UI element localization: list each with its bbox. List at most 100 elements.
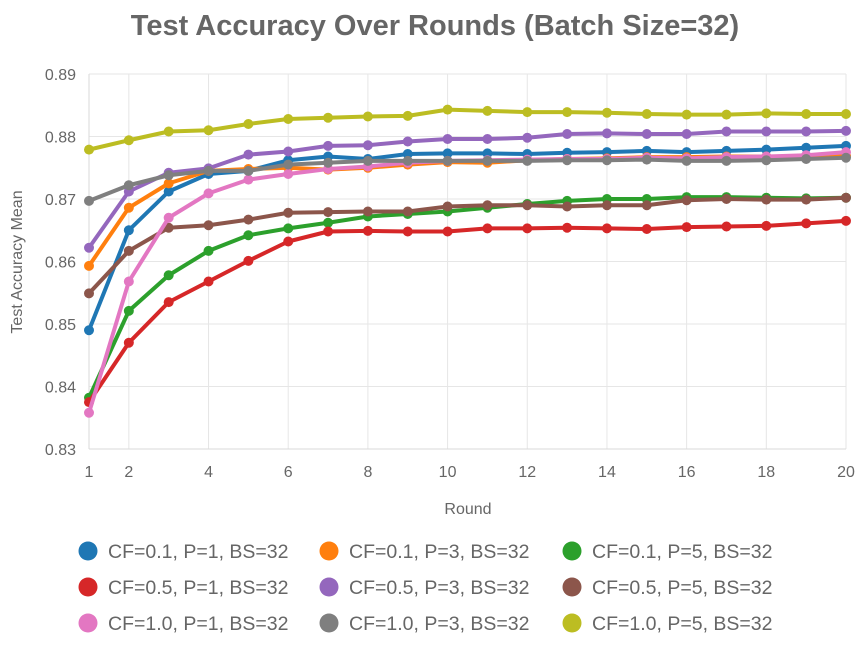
data-point [801, 142, 812, 153]
data-point [283, 236, 294, 247]
data-point [323, 226, 334, 237]
series-line [87, 218, 848, 405]
legend-item: CF=0.5, P=5, BS=32 [562, 577, 773, 599]
chart-title: Test Accuracy Over Rounds (Batch Size=32… [131, 10, 739, 42]
data-point [243, 119, 254, 129]
data-point [84, 144, 94, 155]
data-point [721, 221, 732, 232]
legend-marker [319, 613, 339, 633]
legend-label: CF=0.5, P=5, BS=32 [592, 577, 773, 599]
x-tick-label: 18 [757, 464, 775, 481]
data-point [123, 202, 134, 213]
data-point [761, 144, 772, 155]
data-point [362, 155, 373, 166]
data-point [721, 194, 732, 204]
data-point [442, 104, 453, 115]
legend-marker [319, 541, 339, 561]
data-point [402, 136, 413, 147]
data-point [562, 129, 573, 139]
data-point [801, 218, 812, 229]
data-point [721, 109, 732, 120]
series-3 [84, 192, 851, 403]
data-point [601, 128, 612, 139]
y-tick-label: 0.88 [45, 130, 76, 147]
series-line [87, 195, 848, 296]
data-point [203, 165, 214, 176]
data-point [283, 146, 294, 157]
data-point [84, 288, 94, 299]
data-point [482, 148, 493, 159]
series-6 [84, 192, 851, 299]
data-point [243, 214, 254, 225]
data-point [243, 165, 254, 176]
legend-label: CF=0.1, P=5, BS=32 [592, 541, 773, 563]
series-4 [84, 215, 851, 408]
data-point [841, 192, 851, 203]
data-point [841, 125, 851, 136]
data-point [442, 134, 453, 144]
data-point [163, 270, 174, 281]
data-point [163, 186, 174, 197]
data-point [283, 207, 294, 218]
x-tick-label: 14 [598, 464, 616, 481]
data-point [841, 215, 851, 226]
data-point [323, 140, 334, 151]
series-1 [84, 140, 851, 336]
data-point [203, 125, 214, 136]
legend-item: CF=0.1, P=1, BS=32 [78, 541, 289, 563]
data-point [641, 200, 652, 211]
data-point [243, 174, 254, 185]
data-point [681, 222, 692, 233]
data-point [163, 178, 174, 189]
data-point [123, 245, 134, 256]
data-point [482, 155, 493, 166]
axis-ticks: 0.830.840.850.860.870.880.891 2 4 6 8 10 12 14 1… [45, 67, 855, 481]
legend-item: CF=0.1, P=3, BS=32 [319, 541, 530, 563]
legend-item: CF=0.5, P=3, BS=32 [319, 577, 530, 599]
series-line [87, 143, 848, 333]
data-point [323, 217, 334, 228]
x-tick-label: 1 [85, 464, 94, 481]
data-point [522, 155, 533, 166]
legend-marker [319, 577, 339, 597]
data-point [283, 169, 294, 179]
data-point [801, 154, 812, 164]
data-point [442, 155, 453, 166]
series-9 [84, 104, 851, 155]
data-point [721, 126, 732, 137]
data-point [323, 207, 334, 218]
x-tick-label: 20 [837, 464, 855, 481]
series-7 [84, 147, 851, 418]
data-point [163, 212, 174, 223]
x-tick-label: 8 [363, 464, 372, 481]
data-point [601, 155, 612, 166]
grid [88, 73, 847, 450]
data-point [243, 230, 254, 241]
data-point [681, 109, 692, 120]
legend-marker [562, 613, 582, 633]
legend-label: CF=0.1, P=1, BS=32 [108, 541, 289, 563]
data-point [801, 126, 812, 137]
x-tick-label: 6 [284, 464, 293, 481]
legend-marker [562, 541, 582, 561]
data-point [562, 155, 573, 166]
data-point [442, 148, 453, 159]
data-point [283, 114, 294, 124]
data-point [801, 109, 812, 119]
x-tick-label: 16 [678, 464, 696, 481]
y-tick-label: 0.86 [45, 255, 76, 272]
data-point [123, 276, 134, 287]
legend-label: CF=0.1, P=3, BS=32 [349, 541, 530, 563]
legend-label: CF=1.0, P=1, BS=32 [108, 613, 289, 635]
series-line [87, 107, 848, 152]
data-point [681, 155, 692, 166]
data-point [522, 200, 533, 211]
legend: CF=0.1, P=1, BS=32 CF=0.1, P=3, BS=32 CF=0… [78, 541, 773, 635]
x-tick-label: 2 [124, 464, 133, 481]
series-line [87, 195, 848, 400]
data-point [442, 201, 453, 212]
data-point [681, 129, 692, 139]
data-point [482, 134, 493, 144]
data-point [84, 260, 94, 271]
